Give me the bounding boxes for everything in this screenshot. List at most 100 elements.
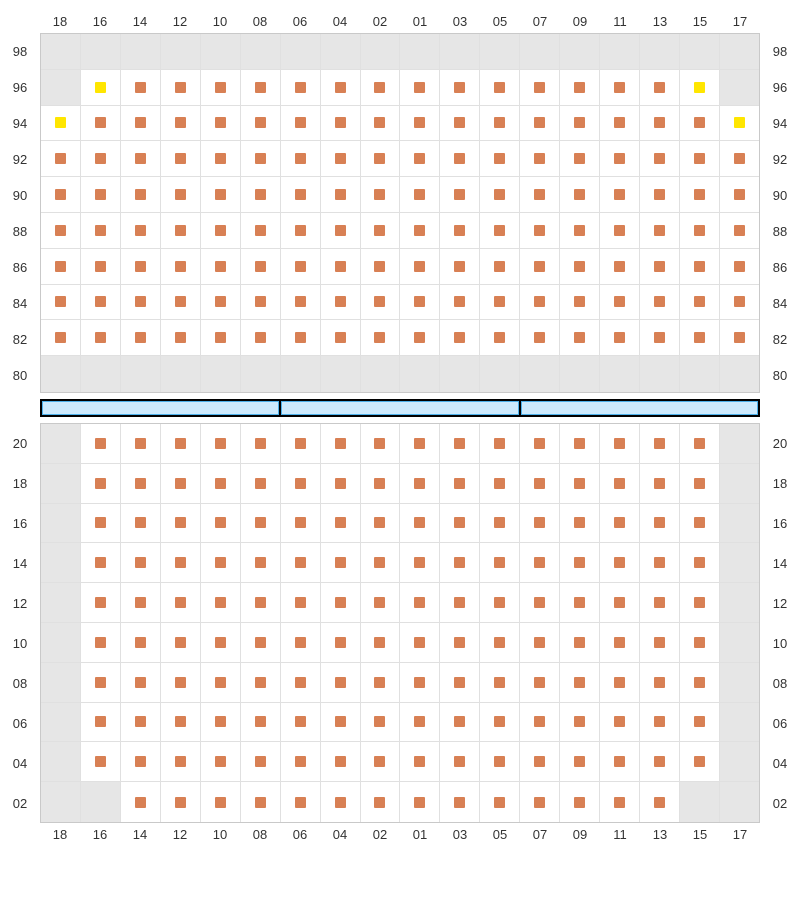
seat-cell[interactable] [361,583,401,623]
seat-cell[interactable] [281,213,321,249]
seat-cell[interactable] [161,70,201,106]
seat-cell[interactable] [440,464,480,504]
seat-cell[interactable] [121,213,161,249]
seat-cell[interactable] [201,106,241,142]
seat-cell[interactable] [440,141,480,177]
seat-cell[interactable] [480,543,520,583]
seat-cell[interactable] [480,177,520,213]
seat-cell[interactable] [201,464,241,504]
seat-cell[interactable] [121,543,161,583]
seat-cell[interactable] [321,782,361,822]
seat-cell[interactable] [81,663,121,703]
seat-cell[interactable] [480,106,520,142]
seat-cell[interactable] [560,249,600,285]
seat-cell[interactable] [400,623,440,663]
seat-cell[interactable] [241,543,281,583]
seat-cell[interactable] [400,663,440,703]
seat-cell[interactable] [400,213,440,249]
seat-cell[interactable] [281,464,321,504]
seat-cell[interactable] [41,320,81,356]
seat-cell[interactable] [201,249,241,285]
seat-cell[interactable] [520,249,560,285]
seat-cell[interactable] [640,320,680,356]
seat-cell[interactable] [440,663,480,703]
seat-cell[interactable] [241,703,281,743]
seat-cell[interactable] [640,285,680,321]
seat-cell[interactable] [41,285,81,321]
seat-cell[interactable] [201,583,241,623]
seat-cell[interactable] [520,464,560,504]
seat-cell[interactable] [361,141,401,177]
seat-cell[interactable] [440,424,480,464]
seat-cell[interactable] [600,782,640,822]
seat-cell[interactable] [680,106,720,142]
seat-cell[interactable] [520,285,560,321]
seat-cell[interactable] [480,141,520,177]
seat-cell[interactable] [121,320,161,356]
seat-cell[interactable] [121,285,161,321]
seat-cell[interactable] [281,424,321,464]
seat-cell[interactable] [281,106,321,142]
seat-cell[interactable] [161,424,201,464]
seat-cell[interactable] [321,424,361,464]
seat-cell[interactable] [680,623,720,663]
seat-cell[interactable] [680,177,720,213]
seat-cell[interactable] [720,177,759,213]
seat-cell[interactable] [560,583,600,623]
seat-cell[interactable] [281,177,321,213]
seat-cell[interactable] [201,504,241,544]
seat-cell[interactable] [201,320,241,356]
seat-cell[interactable] [81,213,121,249]
seat-cell[interactable] [281,504,321,544]
seat-cell[interactable] [600,583,640,623]
seat-cell[interactable] [440,504,480,544]
seat-cell[interactable] [81,320,121,356]
seat-cell[interactable] [361,663,401,703]
seat-cell[interactable] [121,464,161,504]
seat-cell[interactable] [640,703,680,743]
seat-cell[interactable] [640,782,680,822]
seat-cell[interactable] [201,213,241,249]
seat-cell[interactable] [600,424,640,464]
seat-cell[interactable] [480,285,520,321]
seat-cell[interactable] [520,504,560,544]
seat-cell[interactable] [640,663,680,703]
seat-cell[interactable] [241,583,281,623]
seat-cell[interactable] [121,106,161,142]
seat-cell[interactable] [640,543,680,583]
seat-cell[interactable] [121,70,161,106]
seat-cell[interactable] [81,177,121,213]
seat-cell[interactable] [600,623,640,663]
seat-cell[interactable] [161,504,201,544]
seat-cell[interactable] [520,543,560,583]
seat-cell[interactable] [480,464,520,504]
seat-cell[interactable] [161,213,201,249]
seat-cell[interactable] [720,213,759,249]
seat-cell[interactable] [680,424,720,464]
seat-cell[interactable] [560,703,600,743]
seat-cell[interactable] [81,703,121,743]
seat-cell[interactable] [121,249,161,285]
seat-cell[interactable] [680,703,720,743]
seat-cell[interactable] [720,141,759,177]
seat-cell[interactable] [400,583,440,623]
seat-cell[interactable] [121,742,161,782]
seat-cell[interactable] [520,177,560,213]
seat-cell[interactable] [321,663,361,703]
seat-cell[interactable] [361,70,401,106]
seat-cell[interactable] [520,424,560,464]
seat-cell[interactable] [440,106,480,142]
seat-cell[interactable] [440,782,480,822]
seat-cell[interactable] [201,285,241,321]
seat-cell[interactable] [560,106,600,142]
seat-cell[interactable] [321,141,361,177]
seat-cell[interactable] [640,464,680,504]
seat-cell[interactable] [161,141,201,177]
seat-cell[interactable] [361,285,401,321]
seat-cell[interactable] [121,663,161,703]
seat-cell[interactable] [201,782,241,822]
seat-cell[interactable] [440,285,480,321]
seat-cell[interactable] [121,623,161,663]
seat-cell[interactable] [201,141,241,177]
seat-cell[interactable] [361,213,401,249]
